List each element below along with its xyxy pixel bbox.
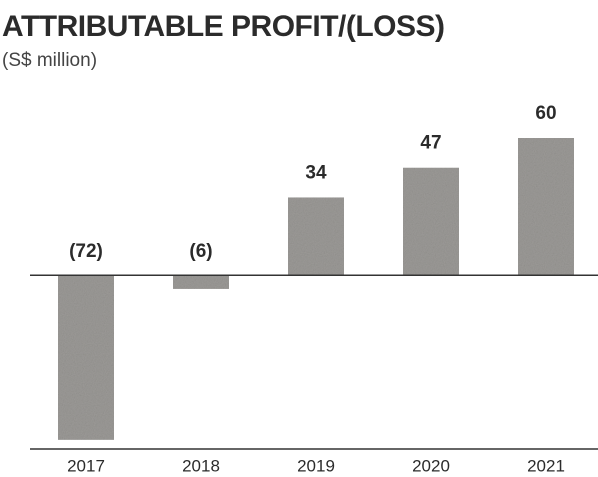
value-label: (72)	[69, 241, 103, 262]
chart-subtitle: (S$ million)	[2, 50, 97, 71]
value-label: (6)	[189, 241, 212, 262]
bar	[288, 197, 344, 276]
x-tick-label: 2020	[412, 456, 450, 475]
x-tick-label: 2017	[67, 456, 105, 475]
chart-title: ATTRIBUTABLE PROFIT/(LOSS)	[2, 10, 445, 43]
value-label: 34	[305, 162, 327, 183]
x-tick-label: 2021	[527, 456, 565, 475]
x-tick-label: 2019	[297, 456, 335, 475]
bar	[518, 138, 574, 276]
bar	[173, 275, 229, 289]
bar	[403, 167, 459, 276]
x-tick-label: 2018	[182, 456, 220, 475]
value-label: 47	[420, 133, 441, 154]
bar	[58, 275, 114, 440]
value-label: 60	[535, 103, 556, 124]
